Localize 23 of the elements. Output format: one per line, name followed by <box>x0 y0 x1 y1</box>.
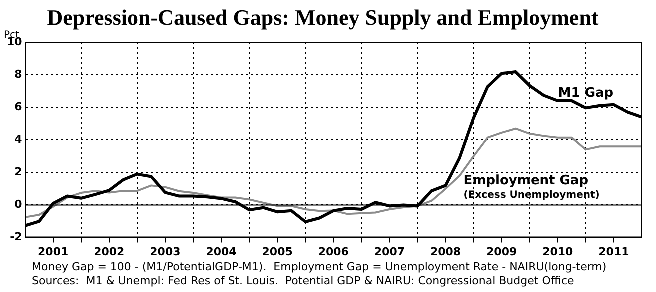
x-tick-label: 2001 <box>38 245 69 258</box>
y-tick-label: 4 <box>14 132 23 146</box>
x-tick-label: 2003 <box>150 245 181 258</box>
y-tick-label: 0 <box>14 198 23 212</box>
y-tick-label: 6 <box>14 100 23 114</box>
text: Money Gap = 100 - (M1/PotentialGDP-M1). Employment Gap = Unemployment Rate - NAIRU(long-term) <box>32 260 607 274</box>
x-tick-label: 2006 <box>318 245 350 258</box>
x-tick-label: 2007 <box>374 245 406 258</box>
x-tick-label: 2002 <box>94 245 125 258</box>
x-tick-label: 2008 <box>430 245 462 258</box>
series-label: Employment Gap <box>464 173 589 188</box>
y-tick-label: 2 <box>14 166 22 179</box>
x-tick-label: 2005 <box>262 245 293 258</box>
source-note: Sources: M1 & Unempl: Fed Res of St. Louis. Potential GDP & NAIRU: Congressional Budget Office <box>32 274 575 288</box>
x-tick-label: 2010 <box>542 245 574 258</box>
x-tick-label: 2004 <box>206 245 238 258</box>
x-tick-label: 2009 <box>486 245 518 258</box>
y-tick-label: 8 <box>14 68 22 81</box>
x-tick-label: 2011 <box>598 245 630 258</box>
series-label: M1 Gap <box>558 86 614 102</box>
y-tick-label: -2 <box>10 230 22 244</box>
annotation: (Excess Unemployment) <box>464 190 600 201</box>
chart-title: Depression-Caused Gaps: Money Supply and Employment <box>47 4 600 30</box>
